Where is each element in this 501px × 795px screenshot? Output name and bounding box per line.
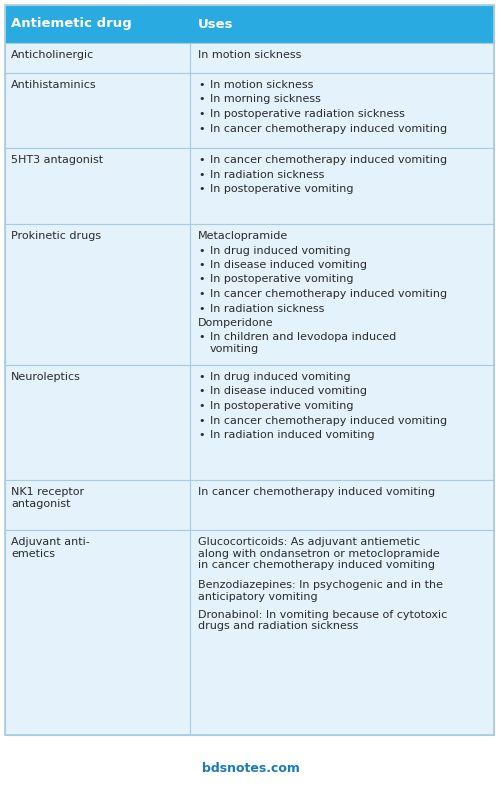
Text: In radiation sickness: In radiation sickness <box>209 169 324 180</box>
Text: •: • <box>197 430 204 440</box>
Text: •: • <box>197 95 204 104</box>
Text: •: • <box>197 332 204 343</box>
Text: Prokinetic drugs: Prokinetic drugs <box>11 231 101 241</box>
Bar <box>5 5 493 43</box>
Text: In motion sickness: In motion sickness <box>197 50 301 60</box>
Text: In drug induced vomiting: In drug induced vomiting <box>209 372 350 382</box>
Text: Glucocorticoids: As adjuvant antiemetic
along with ondansetron or metoclopramide: Glucocorticoids: As adjuvant antiemetic … <box>197 537 439 570</box>
Text: •: • <box>197 155 204 165</box>
Text: Antiemetic drug: Antiemetic drug <box>11 17 131 30</box>
Text: •: • <box>197 416 204 425</box>
Bar <box>5 73 493 148</box>
Text: bdsnotes.com: bdsnotes.com <box>202 762 299 774</box>
Text: 5HT3 antagonist: 5HT3 antagonist <box>11 155 103 165</box>
Text: In cancer chemotherapy induced vomiting: In cancer chemotherapy induced vomiting <box>209 416 446 425</box>
Text: •: • <box>197 246 204 255</box>
Text: In children and levodopa induced
vomiting: In children and levodopa induced vomitin… <box>209 332 395 354</box>
Text: In disease induced vomiting: In disease induced vomiting <box>209 386 366 397</box>
Bar <box>5 480 493 530</box>
Bar <box>5 43 493 73</box>
Text: Dronabinol: In vomiting because of cytotoxic
drugs and radiation sickness: Dronabinol: In vomiting because of cytot… <box>197 610 446 631</box>
Text: NK1 receptor
antagonist: NK1 receptor antagonist <box>11 487 84 509</box>
Bar <box>5 224 493 365</box>
Text: •: • <box>197 401 204 411</box>
Text: In cancer chemotherapy induced vomiting: In cancer chemotherapy induced vomiting <box>209 289 446 299</box>
Bar <box>5 365 493 480</box>
Text: Domperidone: Domperidone <box>197 318 273 328</box>
Text: In drug induced vomiting: In drug induced vomiting <box>209 246 350 255</box>
Text: In postoperative vomiting: In postoperative vomiting <box>209 274 353 285</box>
Text: In radiation induced vomiting: In radiation induced vomiting <box>209 430 374 440</box>
Text: In cancer chemotherapy induced vomiting: In cancer chemotherapy induced vomiting <box>209 155 446 165</box>
Text: In morning sickness: In morning sickness <box>209 95 320 104</box>
Text: In postoperative vomiting: In postoperative vomiting <box>209 401 353 411</box>
Text: Metaclopramide: Metaclopramide <box>197 231 288 241</box>
Text: •: • <box>197 386 204 397</box>
Text: In postoperative vomiting: In postoperative vomiting <box>209 184 353 194</box>
Text: In cancer chemotherapy induced vomiting: In cancer chemotherapy induced vomiting <box>209 123 446 134</box>
Text: In disease induced vomiting: In disease induced vomiting <box>209 260 366 270</box>
Text: In cancer chemotherapy induced vomiting: In cancer chemotherapy induced vomiting <box>197 487 434 497</box>
Text: •: • <box>197 372 204 382</box>
Text: •: • <box>197 289 204 299</box>
Bar <box>5 148 493 224</box>
Text: Benzodiazepines: In psychogenic and in the
anticipatory vomiting: Benzodiazepines: In psychogenic and in t… <box>197 580 442 602</box>
Text: •: • <box>197 123 204 134</box>
Text: •: • <box>197 169 204 180</box>
Text: Antihistaminics: Antihistaminics <box>11 80 96 90</box>
Text: •: • <box>197 184 204 194</box>
Text: Neuroleptics: Neuroleptics <box>11 372 81 382</box>
Text: Anticholinergic: Anticholinergic <box>11 50 94 60</box>
Text: In radiation sickness: In radiation sickness <box>209 304 324 313</box>
Text: •: • <box>197 260 204 270</box>
Text: Adjuvant anti-
emetics: Adjuvant anti- emetics <box>11 537 90 559</box>
Text: •: • <box>197 274 204 285</box>
Bar <box>5 530 493 735</box>
Text: In motion sickness: In motion sickness <box>209 80 313 90</box>
Text: In postoperative radiation sickness: In postoperative radiation sickness <box>209 109 404 119</box>
Text: •: • <box>197 80 204 90</box>
Text: Uses: Uses <box>197 17 233 30</box>
Text: •: • <box>197 109 204 119</box>
Text: •: • <box>197 304 204 313</box>
